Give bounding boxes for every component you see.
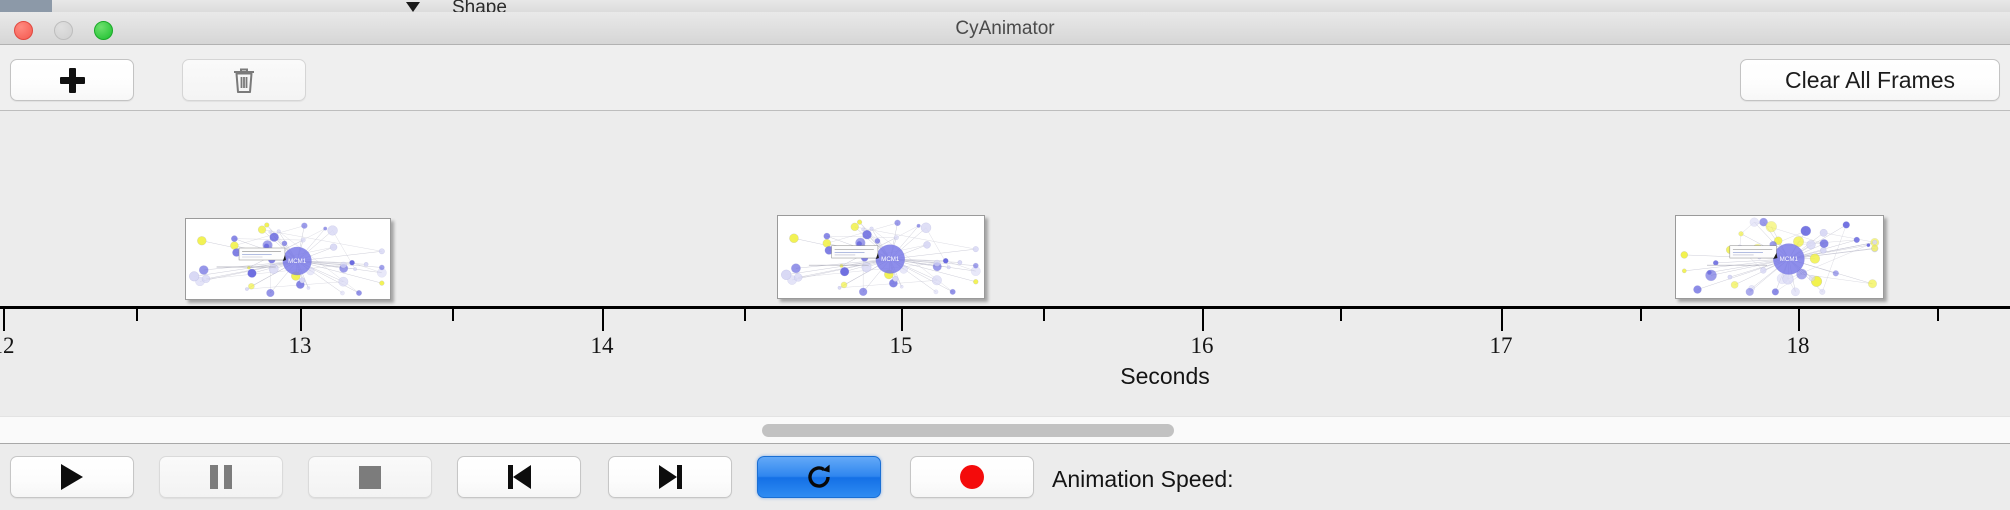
keyframe-1[interactable]: MCM1 bbox=[185, 218, 391, 300]
pause-icon bbox=[210, 465, 232, 489]
timeline-axis-label: Seconds bbox=[1120, 363, 1210, 389]
previous-button[interactable] bbox=[457, 456, 581, 498]
timeline-scrollbar-thumb[interactable] bbox=[762, 424, 1174, 437]
axis-tick-label-17: 17 bbox=[1489, 333, 1513, 358]
axis-tick-14 bbox=[602, 309, 604, 331]
record-button[interactable] bbox=[910, 456, 1034, 498]
delete-frame-button[interactable] bbox=[182, 59, 306, 101]
background-chevron-icon bbox=[406, 2, 420, 12]
axis-tick-15.5 bbox=[1043, 309, 1045, 321]
keyframe-3[interactable]: MCM1 bbox=[1675, 215, 1884, 299]
axis-tick-17.5 bbox=[1640, 309, 1642, 321]
loop-button[interactable] bbox=[757, 456, 881, 498]
axis-tick-label-15: 15 bbox=[889, 333, 913, 358]
axis-tick-12 bbox=[3, 309, 5, 331]
axis-tick-label-12: 12 bbox=[0, 333, 15, 358]
plus-icon bbox=[59, 67, 85, 93]
background-segment-10 bbox=[1624, 0, 1885, 12]
axis-tick-17 bbox=[1501, 309, 1503, 331]
axis-tick-label-14: 14 bbox=[590, 333, 614, 358]
axis-tick-label-13: 13 bbox=[288, 333, 312, 358]
svg-text:MCM1: MCM1 bbox=[1780, 256, 1799, 263]
background-app-label: Shape bbox=[452, 0, 507, 13]
playback-controls: Animation Speed: bbox=[0, 444, 2010, 510]
background-segment-9 bbox=[1364, 0, 1625, 12]
close-button[interactable] bbox=[14, 21, 33, 40]
axis-tick-13.5 bbox=[452, 309, 454, 321]
trash-icon bbox=[234, 68, 254, 93]
maximize-button[interactable] bbox=[94, 21, 113, 40]
toolbar: Clear All Frames bbox=[0, 45, 2010, 111]
axis-tick-label-16: 16 bbox=[1190, 333, 1214, 358]
play-button[interactable] bbox=[10, 456, 134, 498]
background-toolbar-dark-segment bbox=[0, 0, 52, 12]
background-segment-2 bbox=[228, 0, 325, 12]
axis-tick-18.5 bbox=[1937, 309, 1939, 321]
title-bar: CyAnimator bbox=[0, 12, 2010, 45]
record-icon bbox=[960, 465, 984, 489]
axis-tick-14.5 bbox=[744, 309, 746, 321]
pause-button[interactable] bbox=[159, 456, 283, 498]
axis-tick-13 bbox=[300, 309, 302, 331]
window-title: CyAnimator bbox=[955, 18, 1055, 39]
background-window-strip: Shape bbox=[0, 0, 2010, 13]
background-segment-1 bbox=[52, 0, 229, 12]
timeline-panel[interactable]: 12 13 14 15 16 17 18 MCM1 MCM1 MCM1 Seconds bbox=[0, 111, 2010, 416]
background-segment-11 bbox=[1884, 0, 2010, 12]
svg-text:MCM1: MCM1 bbox=[288, 259, 307, 265]
play-icon bbox=[61, 464, 83, 490]
svg-text:MCM1: MCM1 bbox=[881, 256, 900, 263]
animation-speed-label: Animation Speed: bbox=[1052, 466, 1234, 492]
axis-tick-16.5 bbox=[1340, 309, 1342, 321]
loop-icon bbox=[804, 462, 834, 492]
axis-tick-12.5 bbox=[136, 309, 138, 321]
timeline-scrollbar[interactable] bbox=[0, 416, 2010, 444]
clear-all-frames-button[interactable]: Clear All Frames bbox=[1740, 59, 2000, 101]
previous-icon bbox=[507, 465, 531, 489]
background-segment-6 bbox=[604, 0, 825, 12]
axis-tick-15 bbox=[901, 309, 903, 331]
background-segment-3 bbox=[324, 0, 399, 12]
keyframe-2[interactable]: MCM1 bbox=[777, 215, 985, 299]
background-segment-8 bbox=[1064, 0, 1365, 12]
axis-tick-label-18: 18 bbox=[1786, 333, 1810, 358]
stop-icon bbox=[359, 465, 381, 489]
next-icon bbox=[658, 465, 682, 489]
minimize-button[interactable] bbox=[54, 21, 73, 40]
axis-tick-18 bbox=[1798, 309, 1800, 331]
timeline-axis bbox=[0, 306, 2010, 309]
next-button[interactable] bbox=[608, 456, 732, 498]
add-frame-button[interactable] bbox=[10, 59, 134, 101]
stop-button[interactable] bbox=[308, 456, 432, 498]
axis-tick-16 bbox=[1202, 309, 1204, 331]
background-segment-7 bbox=[824, 0, 1065, 12]
